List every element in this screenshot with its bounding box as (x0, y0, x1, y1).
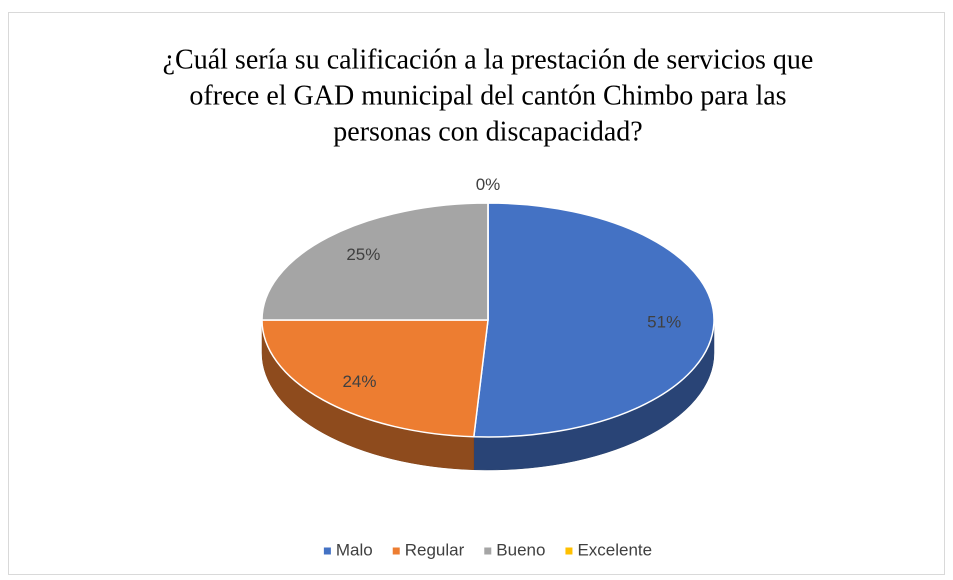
legend-label: Regular (405, 540, 465, 559)
chart-title: ¿Cuál sería su calificación a la prestac… (163, 44, 814, 75)
legend-marker (392, 547, 400, 555)
legend-marker (484, 547, 492, 555)
legend-marker (565, 547, 573, 555)
legend-label: Malo (336, 540, 373, 559)
chart-title: personas con discapacidad? (333, 116, 642, 147)
legend-label: Excelente (577, 540, 652, 559)
chart-title: ofrece el GAD municipal del cantón Chimb… (189, 80, 786, 111)
slice (261, 202, 489, 321)
data-label: 25% (346, 245, 380, 264)
legend-label: Bueno (496, 540, 545, 559)
slice (261, 319, 489, 438)
data-label: 0% (476, 175, 501, 194)
data-label: 24% (342, 372, 376, 391)
legend-marker (323, 547, 331, 555)
slice (473, 202, 715, 438)
data-label: 51% (647, 312, 681, 331)
